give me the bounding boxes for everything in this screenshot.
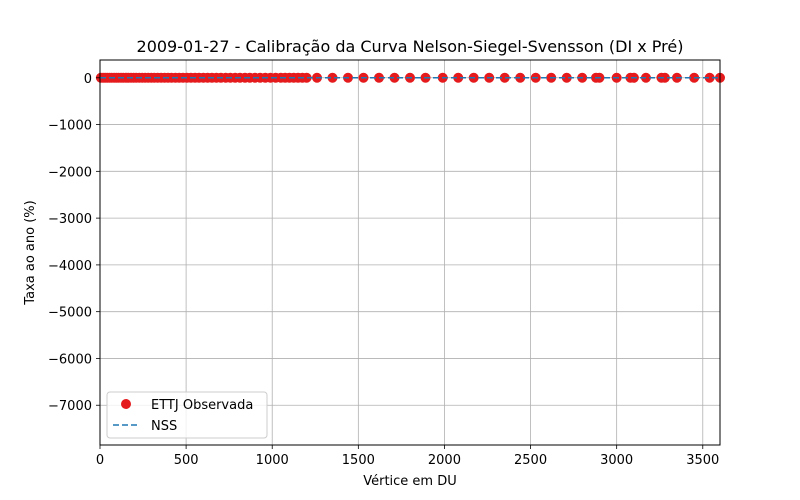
y-tick-label: −2000	[48, 165, 92, 180]
y-tick-label: −3000	[48, 212, 92, 227]
x-tick-label: 3000	[600, 453, 633, 468]
x-tick-label: 1500	[342, 453, 375, 468]
data-point-observed	[704, 72, 715, 83]
y-axis-label: Taxa ao ano (%)	[23, 200, 38, 305]
data-point-observed	[327, 72, 338, 83]
y-tick-label: 0	[84, 72, 92, 87]
data-point-observed	[561, 72, 572, 83]
x-tick-label: 2000	[428, 453, 461, 468]
data-point-observed	[659, 72, 670, 83]
x-tick-label: 500	[174, 453, 199, 468]
x-tick-label: 3500	[686, 453, 719, 468]
y-tick-label: −4000	[48, 259, 92, 274]
plot-frame	[99, 59, 721, 446]
legend: ETTJ Observada NSS	[106, 391, 268, 439]
x-tick-label: 2500	[514, 453, 547, 468]
x-axis-label: Vértice em DU	[363, 474, 457, 489]
y-tick-label: −7000	[48, 399, 92, 414]
legend-label-observed: ETTJ Observada	[151, 398, 253, 413]
x-tick-label: 1000	[256, 453, 289, 468]
data-point-observed	[301, 72, 312, 83]
y-tick-label: −5000	[48, 306, 92, 321]
data-point-observed	[515, 72, 526, 83]
y-tick-label: −1000	[48, 119, 92, 134]
legend-box	[106, 391, 268, 439]
y-tick-label: −6000	[48, 352, 92, 367]
legend-label-nss: NSS	[151, 419, 177, 434]
data-point-observed	[499, 72, 510, 83]
x-tick-label: 0	[96, 453, 104, 468]
data-point-observed	[453, 72, 464, 83]
plot-series	[95, 72, 725, 83]
data-point-observed	[389, 72, 400, 83]
chart-title: 2009-01-27 - Calibração da Curva Nelson-…	[137, 37, 684, 56]
axis-ticks: 0 500 1000 1500 2000 2500 3000 3500 0 −1000 −2000 −…	[48, 72, 719, 468]
legend-marker-observed	[121, 399, 131, 409]
